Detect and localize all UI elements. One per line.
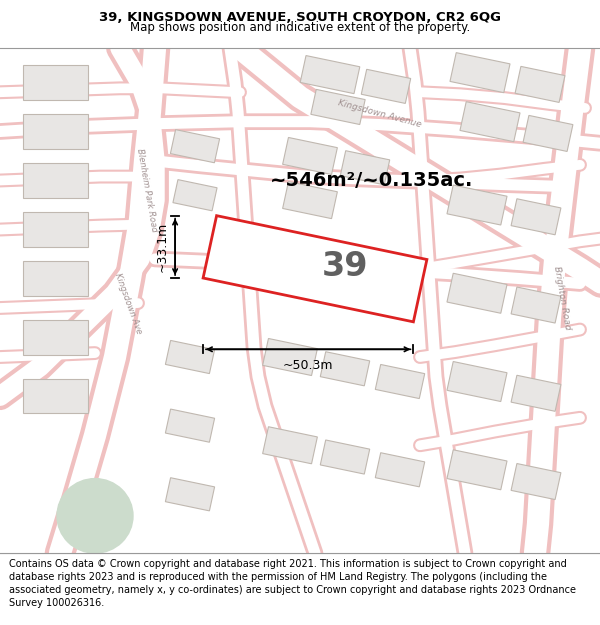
Polygon shape: [300, 56, 360, 94]
Polygon shape: [283, 182, 337, 219]
Text: Contains OS data © Crown copyright and database right 2021. This information is : Contains OS data © Crown copyright and d…: [9, 559, 576, 609]
Polygon shape: [263, 339, 317, 376]
Text: ~33.1m: ~33.1m: [156, 222, 169, 272]
Text: 39: 39: [322, 250, 368, 283]
Polygon shape: [523, 116, 573, 151]
Text: Kingsdown Avenue: Kingsdown Avenue: [337, 98, 422, 129]
Polygon shape: [511, 375, 561, 411]
Text: Blenheim Park Road: Blenheim Park Road: [135, 148, 159, 232]
Polygon shape: [375, 452, 425, 487]
Polygon shape: [460, 102, 520, 142]
Polygon shape: [447, 273, 507, 313]
Text: ~50.3m: ~50.3m: [283, 359, 334, 372]
Polygon shape: [340, 151, 390, 185]
Text: Brighton Road: Brighton Road: [552, 266, 572, 331]
Polygon shape: [311, 89, 365, 124]
Polygon shape: [23, 320, 88, 354]
Polygon shape: [361, 69, 411, 103]
Polygon shape: [23, 261, 88, 296]
Polygon shape: [447, 185, 507, 225]
Polygon shape: [23, 65, 88, 99]
Text: ~546m²/~0.135ac.: ~546m²/~0.135ac.: [270, 171, 473, 190]
Polygon shape: [166, 409, 215, 442]
Polygon shape: [23, 213, 88, 247]
Polygon shape: [447, 450, 507, 490]
Polygon shape: [166, 341, 215, 374]
Text: 39, KINGSDOWN AVENUE, SOUTH CROYDON, CR2 6QG: 39, KINGSDOWN AVENUE, SOUTH CROYDON, CR2…: [99, 11, 501, 24]
Polygon shape: [320, 352, 370, 386]
Polygon shape: [170, 129, 220, 162]
Polygon shape: [450, 52, 510, 92]
Circle shape: [57, 479, 133, 553]
Polygon shape: [263, 427, 317, 464]
Text: Map shows position and indicative extent of the property.: Map shows position and indicative extent…: [130, 21, 470, 34]
Polygon shape: [515, 66, 565, 102]
Polygon shape: [375, 364, 425, 399]
Polygon shape: [511, 199, 561, 235]
Polygon shape: [511, 287, 561, 323]
Polygon shape: [173, 179, 217, 211]
Text: Kingsdown Ave: Kingsdown Ave: [113, 271, 143, 334]
Polygon shape: [320, 440, 370, 474]
Polygon shape: [23, 379, 88, 413]
Polygon shape: [447, 361, 507, 401]
Polygon shape: [23, 163, 88, 198]
Polygon shape: [511, 464, 561, 499]
Polygon shape: [166, 478, 215, 511]
Polygon shape: [283, 138, 337, 174]
Polygon shape: [203, 216, 427, 322]
Polygon shape: [23, 114, 88, 149]
